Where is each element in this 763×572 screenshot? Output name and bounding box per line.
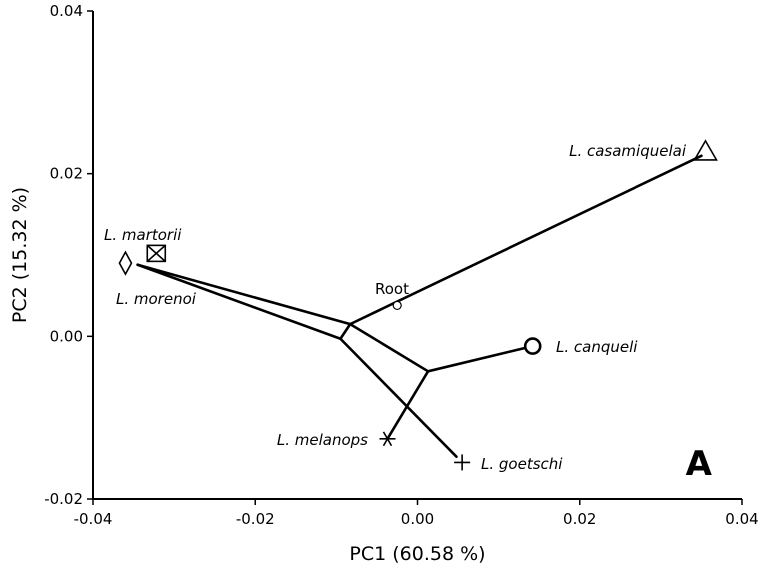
x-tick-label: -0.02 bbox=[236, 510, 275, 528]
y-tick-label: 0.00 bbox=[50, 327, 83, 345]
root-label: Root bbox=[375, 280, 409, 298]
label-morenoi: L. morenoi bbox=[116, 290, 197, 308]
label-canqueli: L. canqueli bbox=[556, 338, 638, 356]
x-tick-label: 0.02 bbox=[563, 510, 596, 528]
y-axis-title: PC2 (15.32 %) bbox=[9, 187, 31, 323]
label-casamiquelai: L. casamiquelai bbox=[569, 142, 687, 160]
y-tick-label: 0.02 bbox=[50, 165, 83, 183]
label-martorii: L. martorii bbox=[104, 226, 182, 244]
y-tick-label: 0.04 bbox=[50, 2, 83, 20]
branch-line bbox=[136, 263, 352, 326]
branch-line bbox=[426, 344, 534, 373]
y-tick-label: -0.02 bbox=[44, 490, 83, 508]
branch-line bbox=[348, 154, 703, 326]
tip-labels: L. casamiquelai L. martorii L. morenoi L… bbox=[104, 142, 687, 473]
branch-line bbox=[339, 322, 352, 341]
branch-line bbox=[339, 337, 458, 459]
x-tick-label: 0.04 bbox=[725, 510, 758, 528]
y-ticks: -0.02 0.00 0.02 0.04 bbox=[44, 2, 93, 508]
x-axis-title: PC1 (60.58 %) bbox=[349, 543, 485, 565]
x-tick-label: 0.00 bbox=[401, 510, 434, 528]
tip-markers bbox=[118, 139, 718, 471]
branch-line bbox=[386, 370, 430, 441]
label-goetschi: L. goetschi bbox=[481, 455, 563, 473]
x-tick-label: -0.04 bbox=[74, 510, 113, 528]
root-marker bbox=[392, 300, 402, 311]
panel-label: A bbox=[686, 444, 713, 484]
marker-goetschi bbox=[454, 454, 471, 471]
label-melanops: L. melanops bbox=[277, 431, 368, 449]
tree-branches bbox=[136, 154, 703, 459]
marker-morenoi bbox=[118, 250, 133, 276]
x-ticks: -0.04 -0.02 0.00 0.02 0.04 bbox=[74, 499, 759, 528]
marker-martorii bbox=[146, 244, 167, 263]
branch-line bbox=[136, 263, 342, 341]
marker-melanops bbox=[379, 431, 396, 447]
axes: -0.04 -0.02 0.00 0.02 0.04 -0.02 0.00 0.02 0.04… bbox=[9, 2, 759, 565]
marker-canqueli bbox=[523, 337, 542, 355]
marker-casamiquelai bbox=[693, 139, 718, 161]
branch-line bbox=[348, 322, 430, 373]
